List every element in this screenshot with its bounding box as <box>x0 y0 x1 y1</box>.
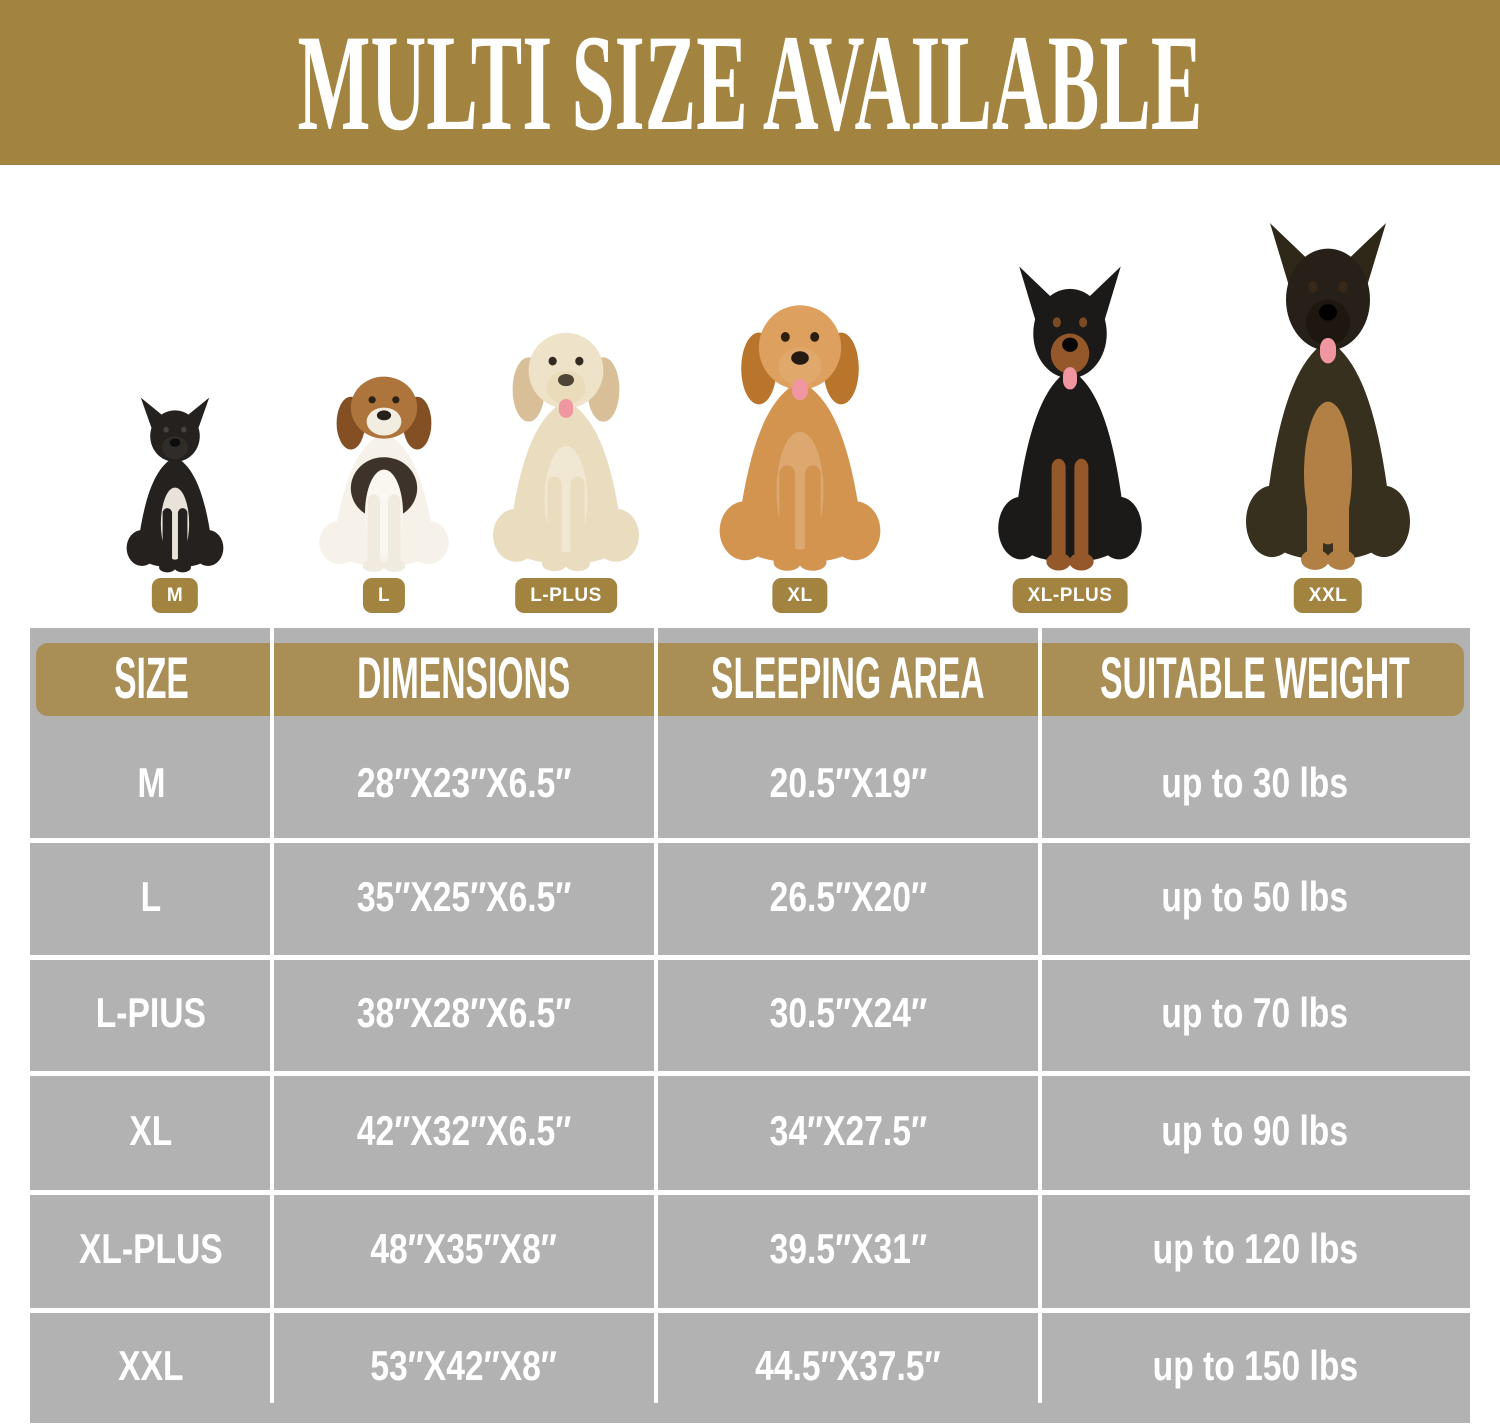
cell-weight: up to 70 lbs <box>1161 989 1349 1036</box>
size-badge-l: L <box>362 578 406 613</box>
header-suitable-weight: SUITABLE WEIGHT <box>1100 645 1410 711</box>
dog-icon-golden-retriever <box>702 280 898 575</box>
size-badge-xl: XL <box>772 578 828 613</box>
cell-size: L-PIUS <box>95 989 207 1036</box>
dog-icon-french-bulldog <box>116 395 234 575</box>
size-chart-grid: SIZE DIMENSIONS SLEEPING AREA SUITABLE W… <box>30 628 1470 1423</box>
column-divider <box>1038 628 1042 1403</box>
cell-dimensions: 42″X32″X6.5″ <box>356 1106 572 1154</box>
header-sleeping-area: SLEEPING AREA <box>711 645 985 711</box>
cell-size: L <box>140 872 162 920</box>
row-divider <box>30 955 1470 960</box>
title-banner: MULTI SIZE AVAILABLE <box>0 0 1500 165</box>
cell-weight: up to 120 lbs <box>1152 1225 1358 1272</box>
cell-sleeping-area: 44.5″X37.5″ <box>755 1341 941 1389</box>
dog-icon-doberman <box>983 262 1158 575</box>
row-divider <box>30 1071 1470 1076</box>
cell-dimensions: 28″X23″X6.5″ <box>356 759 572 806</box>
cell-dimensions: 35″X25″X6.5″ <box>356 872 572 920</box>
header-size: SIZE <box>113 645 189 711</box>
column-divider <box>654 628 658 1403</box>
column-divider <box>270 628 274 1403</box>
size-badge-xxl: XXL <box>1293 578 1363 613</box>
cell-size: XL-PLUS <box>79 1225 223 1272</box>
dog-size-lineup: M L L-PLUS XL XL-PLUS XXL <box>0 165 1500 622</box>
cell-sleeping-area: 26.5″X20″ <box>769 872 927 920</box>
cell-size: M <box>137 759 165 806</box>
cell-dimensions: 48″X35″X8″ <box>370 1225 558 1272</box>
size-badge-xl-plus: XL-PLUS <box>1012 578 1128 613</box>
cell-sleeping-area: 20.5″X19″ <box>769 759 927 806</box>
row-divider <box>30 1308 1470 1313</box>
size-badge-m: M <box>151 578 199 613</box>
cell-weight: up to 30 lbs <box>1161 759 1349 806</box>
dog-icon-cream-retriever <box>477 310 655 575</box>
cell-sleeping-area: 39.5″X31″ <box>769 1225 927 1272</box>
table-header-bar <box>36 643 1464 716</box>
cell-sleeping-area: 30.5″X24″ <box>769 989 927 1036</box>
cell-dimensions: 38″X28″X6.5″ <box>356 989 572 1036</box>
dog-icon-german-shepherd <box>1228 218 1428 575</box>
cell-weight: up to 150 lbs <box>1152 1341 1358 1389</box>
cell-size: XL <box>129 1106 173 1154</box>
cell-weight: up to 90 lbs <box>1161 1106 1349 1154</box>
row-divider <box>30 1190 1470 1195</box>
cell-sleeping-area: 34″X27.5″ <box>769 1106 927 1154</box>
header-dimensions: DIMENSIONS <box>357 645 571 711</box>
cell-dimensions: 53″X42″X8″ <box>370 1341 558 1389</box>
page-title: MULTI SIZE AVAILABLE <box>297 5 1203 159</box>
size-badge-l-plus: L-PLUS <box>515 578 617 613</box>
cell-weight: up to 50 lbs <box>1161 872 1349 920</box>
dog-icon-beagle <box>305 358 463 575</box>
cell-size: XXL <box>118 1341 184 1389</box>
row-divider <box>30 838 1470 843</box>
size-chart-table: SIZE DIMENSIONS SLEEPING AREA SUITABLE W… <box>30 628 1470 1423</box>
